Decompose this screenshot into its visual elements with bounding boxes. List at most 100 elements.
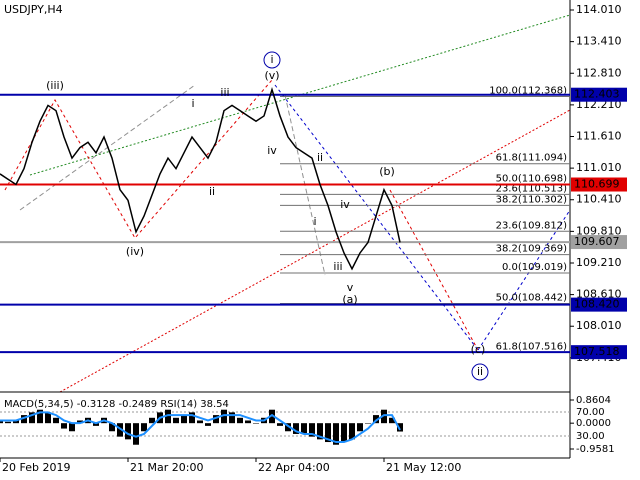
wave-circle: [471, 363, 489, 381]
macd-bar: [5, 421, 11, 424]
fib-label: 100.0(112.368): [489, 86, 567, 97]
macd-bar: [13, 420, 19, 424]
wave-label: (iii): [46, 79, 64, 92]
level-box: [571, 345, 627, 360]
fib-label: 38.2(109.369): [496, 244, 568, 255]
macd-bar: [301, 423, 307, 434]
wave-label: v: [347, 281, 354, 294]
macd-bar: [277, 423, 283, 426]
macd-bar: [397, 423, 403, 432]
wave-label: iii: [333, 260, 342, 273]
wave-label: ii: [209, 185, 215, 198]
macd-bar: [325, 423, 331, 443]
macd-bar: [45, 412, 51, 424]
price-line: [0, 87, 401, 271]
macd-bar: [285, 423, 291, 432]
macd-bar: [205, 423, 211, 426]
y-tick-label: 113.410: [576, 35, 622, 48]
signal-line: [0, 411, 401, 444]
level-label: 112.403: [574, 88, 620, 101]
y-tick-label: 109.810: [576, 224, 622, 237]
macd-bar: [69, 423, 75, 432]
wave-label: (a): [342, 293, 357, 306]
trend-line: [4, 79, 273, 239]
indicator-title: MACD(5,34,5) -0.3128 -0.2489 RSI(14) 38.…: [4, 399, 229, 410]
indicator-tick-label: -0.9581: [576, 444, 615, 455]
macd-bar: [133, 423, 139, 445]
macd-bar: [269, 409, 275, 424]
level-label: 108.420: [574, 298, 620, 311]
y-tick-label: 110.410: [576, 193, 622, 206]
macd-bar: [37, 409, 43, 424]
macd-bar: [221, 409, 227, 424]
x-tick-label: 21 Mar 20:00: [130, 461, 203, 474]
macd-bar: [197, 420, 203, 424]
macd-bar: [309, 423, 315, 437]
macd-bar: [77, 420, 83, 424]
wave-label: (v): [264, 69, 279, 82]
wave-label: i: [191, 97, 194, 110]
macd-bar: [53, 417, 59, 424]
chart-title: USDJPY,H4: [4, 3, 63, 16]
macd-bar: [109, 423, 115, 432]
fib-label: 61.8(111.094): [496, 153, 568, 164]
wave-label: iv: [267, 144, 277, 157]
fib-label: 23.6(110.513): [496, 183, 568, 194]
level-label: 109.607: [574, 235, 620, 248]
macd-bar: [21, 415, 27, 424]
y-tick-label: 112.810: [576, 66, 622, 79]
trend-line: [477, 209, 571, 351]
macd-bar: [61, 423, 67, 429]
macd-bar: [245, 420, 251, 424]
macd-bar: [149, 417, 155, 424]
wave-label: (b): [379, 165, 395, 178]
level-box: [571, 177, 627, 192]
fib-label: 23.6(109.812): [496, 220, 568, 231]
wave-label: iii: [220, 86, 229, 99]
wave-label: ii: [317, 151, 323, 164]
indicator-tick-label: 0.0000: [576, 418, 611, 429]
macd-bar: [373, 415, 379, 424]
macd-bar: [365, 423, 371, 424]
trend-line: [59, 109, 571, 393]
macd-bar: [349, 423, 355, 440]
macd-bar: [141, 423, 147, 432]
level-box: [571, 235, 627, 250]
x-tick-label: 22 Apr 04:00: [258, 461, 330, 474]
macd-bar: [381, 409, 387, 424]
trend-line: [274, 84, 479, 351]
level-label: 110.699: [574, 178, 620, 191]
macd-bar: [29, 412, 35, 424]
rsi-tick-label: 70.00: [576, 407, 605, 418]
wave-label: iv: [340, 198, 350, 211]
wave-label: i: [313, 215, 316, 228]
y-tick-label: 111.010: [576, 161, 622, 174]
y-tick-label: 108.610: [576, 288, 622, 301]
level-label: 107.518: [574, 345, 620, 358]
macd-bar: [213, 415, 219, 424]
fib-label: 38.2(110.302): [496, 194, 568, 205]
macd-bar: [293, 423, 299, 434]
macd-bar: [93, 423, 99, 426]
level-box: [571, 87, 627, 102]
macd-bar: [181, 415, 187, 424]
wave-label: i: [270, 53, 273, 66]
trend-line: [389, 189, 479, 351]
indicator-tick-label: 0.8604: [576, 395, 611, 406]
macd-bar: [389, 417, 395, 424]
macd-bar: [229, 412, 235, 424]
y-tick-label: 109.210: [576, 256, 622, 269]
macd-bar: [189, 412, 195, 424]
wave-circle: [263, 51, 281, 69]
fib-label: 50.0(110.698): [496, 174, 568, 185]
wave-label: (iv): [126, 245, 144, 258]
level-box: [571, 297, 627, 312]
wave-label: ii: [477, 365, 483, 378]
macd-bar: [165, 409, 171, 424]
macd-bar: [333, 423, 339, 445]
macd-bar: [0, 420, 3, 424]
fib-label: 0.0(109.019): [502, 262, 567, 273]
x-tick-label: 21 May 12:00: [386, 461, 461, 474]
